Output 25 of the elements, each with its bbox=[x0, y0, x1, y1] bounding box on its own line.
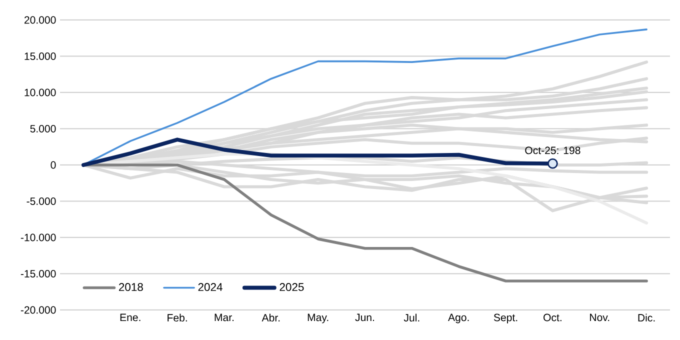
x-tick-label: Jul. bbox=[404, 314, 420, 322]
annotation: Oct-25: 198 bbox=[525, 146, 580, 154]
x-tick-label: Mar. bbox=[214, 314, 234, 322]
y-tick-label: -15.000 bbox=[20, 270, 56, 278]
y-tick-label: -5.000 bbox=[26, 198, 56, 205]
x-tick-label: May. bbox=[308, 314, 328, 324]
y-tick-label: 10.000 bbox=[24, 88, 56, 96]
y-tick-label: 20.000 bbox=[24, 16, 56, 24]
y-tick-label: 0 bbox=[50, 161, 56, 169]
x-tick-label: Dic. bbox=[638, 314, 655, 322]
x-tick-label: Ene. bbox=[120, 314, 140, 322]
x-tick-label: Jun. bbox=[355, 314, 374, 322]
x-tick-label: Sept. bbox=[494, 314, 518, 324]
y-tick-label: 5.000 bbox=[30, 125, 56, 132]
x-tick-label: Ago. bbox=[448, 314, 469, 324]
legend-label: 2024 bbox=[198, 283, 222, 292]
legend-label: 2018 bbox=[119, 283, 143, 292]
y-tick-label: 15.000 bbox=[24, 52, 56, 60]
x-tick-label: Abr. bbox=[262, 314, 280, 322]
x-tick-label: Oct. bbox=[544, 314, 562, 322]
x-tick-label: Nov. bbox=[590, 314, 610, 322]
legend-label: 2025 bbox=[280, 283, 304, 292]
y-tick-label: -20.000 bbox=[20, 306, 56, 314]
x-tick-label: Feb. bbox=[168, 314, 187, 322]
y-tick-label: -10.000 bbox=[20, 234, 56, 242]
